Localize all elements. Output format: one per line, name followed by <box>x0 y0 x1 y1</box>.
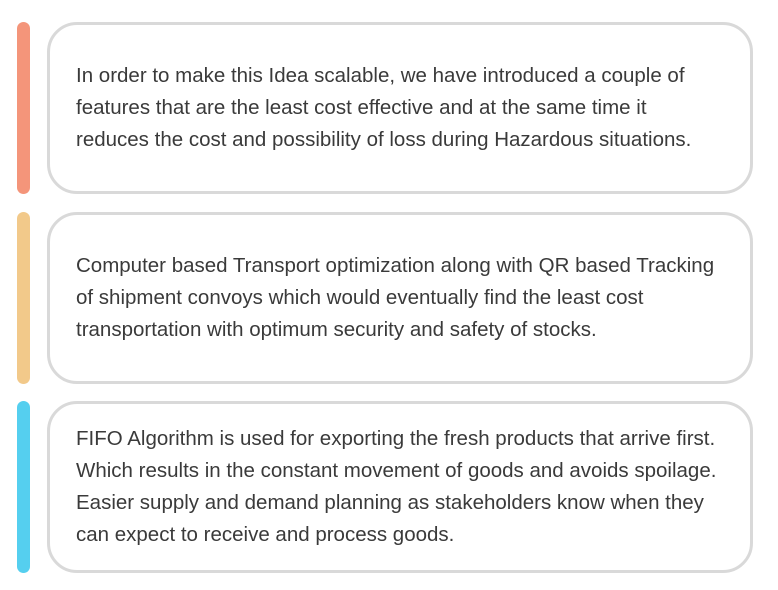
text-card: FIFO Algorithm is used for exporting the… <box>47 401 753 573</box>
card-text: Computer based Transport optimization al… <box>76 254 715 341</box>
accent-bar <box>17 22 30 194</box>
card-text: FIFO Algorithm is used for exporting the… <box>76 427 717 546</box>
text-card: In order to make this Idea scalable, we … <box>47 22 753 194</box>
accent-bar <box>17 212 30 384</box>
card-text: In order to make this Idea scalable, we … <box>76 64 692 151</box>
text-card: Computer based Transport optimization al… <box>47 212 753 384</box>
accent-bar <box>17 401 30 573</box>
